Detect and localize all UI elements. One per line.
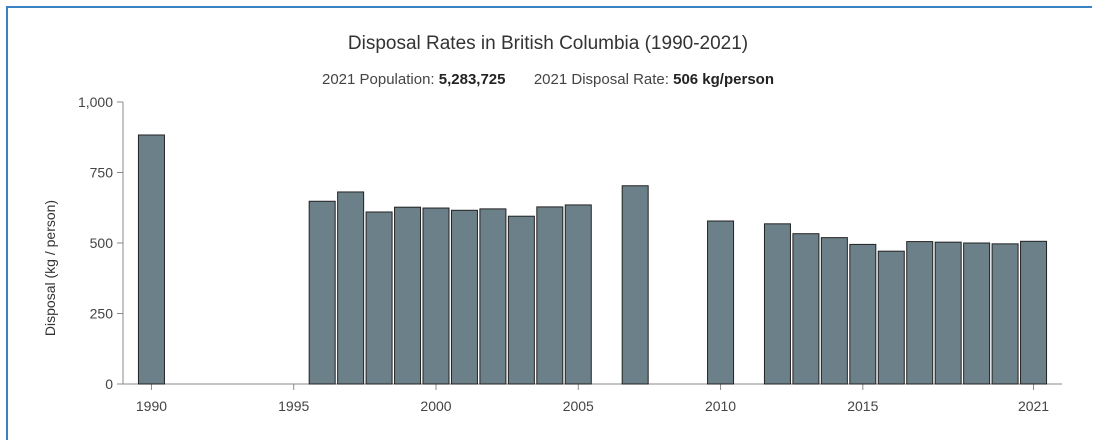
bar-2021[interactable]: [1020, 240, 1048, 385]
bar-1998[interactable]: [365, 211, 393, 385]
bar-2007[interactable]: [621, 185, 649, 385]
bar-1997[interactable]: [337, 191, 365, 385]
bar-2002[interactable]: [479, 208, 507, 385]
bar-2014[interactable]: [820, 237, 848, 385]
bar-2005[interactable]: [564, 204, 592, 385]
bar-2010[interactable]: [707, 220, 735, 385]
bar-2012[interactable]: [763, 223, 791, 385]
population-label: 2021 Population:: [321, 71, 435, 88]
x-tick-label: 2010: [705, 398, 736, 414]
bar-2013[interactable]: [792, 233, 820, 385]
bar-2018[interactable]: [934, 241, 962, 385]
x-tick-label: 2005: [563, 398, 594, 414]
bar-2016[interactable]: [877, 250, 905, 385]
chart-panel: [6, 6, 1092, 440]
disposal-rate-value: 506 kg/person: [673, 71, 774, 88]
bar-2017[interactable]: [906, 241, 934, 385]
x-tick-label: 1995: [278, 398, 309, 414]
bar-1996[interactable]: [308, 200, 336, 385]
y-tick-label: 750: [90, 165, 114, 181]
chart-title: Disposal Rates in British Columbia (1990…: [347, 33, 749, 54]
y-tick-label: 500: [90, 235, 114, 251]
y-axis-label: Disposal (kg / person): [42, 200, 58, 336]
bar-1999[interactable]: [394, 206, 422, 385]
bars: [137, 134, 1048, 385]
bar-2015[interactable]: [849, 243, 877, 385]
x-tick-label: 2000: [420, 398, 451, 414]
population-value: 5,283,725: [438, 71, 506, 88]
x-axis: 1990 1995 2000 2005 2010 2015 2021: [123, 383, 1062, 414]
bar-2019[interactable]: [963, 242, 991, 385]
disposal-rate-label: 2021 Disposal Rate:: [533, 71, 669, 88]
bar-1990[interactable]: [137, 134, 165, 385]
y-tick-label: 0: [105, 376, 113, 392]
y-tick-label: 1,000: [78, 94, 113, 110]
bar-2004[interactable]: [536, 206, 564, 385]
bar-2020[interactable]: [991, 243, 1019, 385]
bar-2000[interactable]: [422, 207, 450, 385]
y-tick-label: 250: [90, 306, 114, 322]
x-tick-label: 2021: [1018, 398, 1049, 414]
bar-2001[interactable]: [450, 209, 478, 385]
y-axis: 0 250 500 750 1,000: [78, 94, 124, 392]
bar-2003[interactable]: [507, 215, 535, 385]
x-tick-label: 2015: [847, 398, 878, 414]
x-tick-label: 1990: [136, 398, 167, 414]
chart-subtitle: 2021 Population: 5,283,725 2021 Disposal…: [0, 71, 1096, 88]
